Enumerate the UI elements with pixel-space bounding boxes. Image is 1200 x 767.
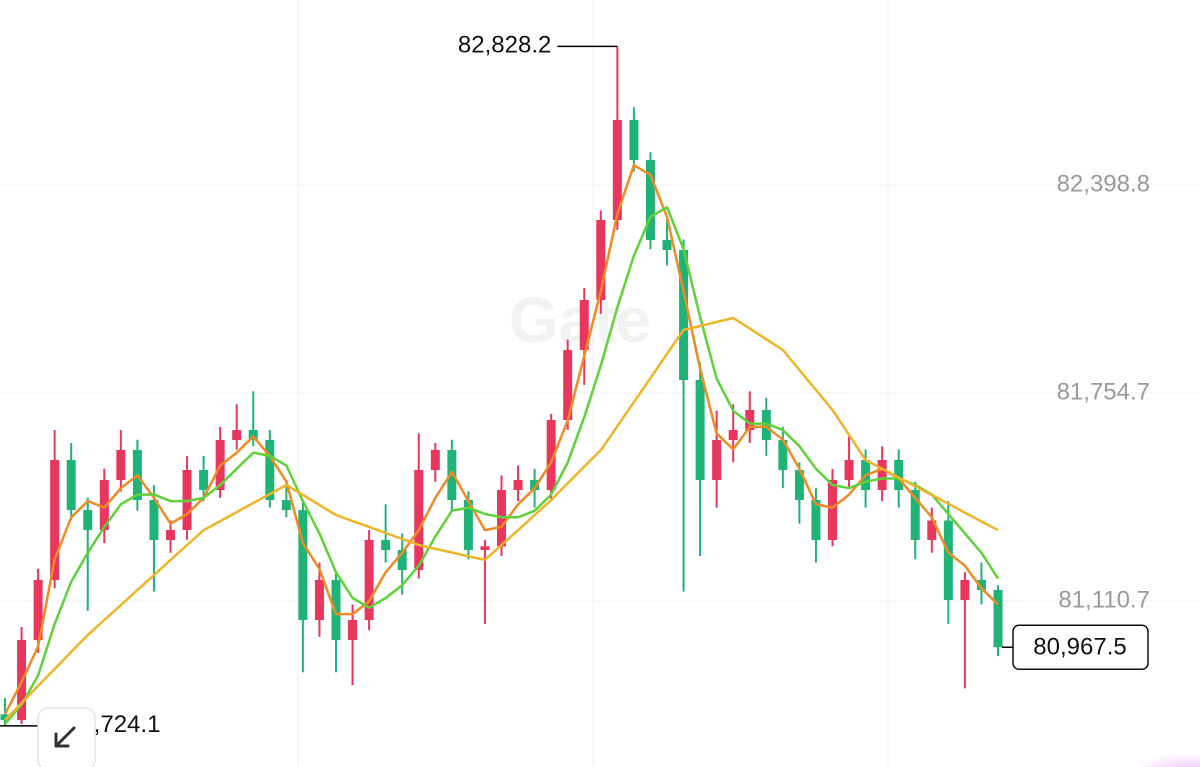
- candle-body: [348, 620, 358, 641]
- candle-body: [778, 440, 788, 471]
- candle-body: [447, 450, 457, 501]
- candle-body: [563, 349, 573, 421]
- candle-body: [199, 470, 209, 490]
- candle-body: [679, 250, 689, 380]
- candle-body: [314, 580, 324, 621]
- candle-body: [116, 450, 126, 481]
- candle-body: [546, 420, 556, 490]
- candle-body: [513, 480, 523, 490]
- moving-average-line: [4, 316, 999, 721]
- candle-body: [83, 510, 93, 531]
- moving-average-line: [4, 205, 1000, 725]
- candle-body: [927, 520, 937, 541]
- candle-body: [662, 239, 672, 251]
- candle-body: [149, 500, 159, 541]
- last-price-box: [1012, 624, 1149, 670]
- candle-body: [745, 409, 755, 431]
- candle-body: [33, 580, 43, 641]
- candle-body: [364, 540, 374, 621]
- candle-body: [480, 546, 490, 551]
- candle-body: [166, 530, 175, 541]
- candle-body: [381, 540, 391, 551]
- candle-body: [579, 299, 589, 350]
- candle-body: [331, 580, 341, 641]
- candle-body: [463, 500, 473, 551]
- candle-body: [761, 409, 771, 441]
- candle-body: [530, 480, 540, 490]
- plot-layer: 81,110.781,754.782,398.882,828.280,724.1…: [0, 32, 1200, 738]
- candle-body: [712, 440, 722, 481]
- candle-body: [794, 470, 804, 501]
- candle-body: [0, 714, 10, 721]
- resize-button[interactable]: [37, 707, 96, 767]
- candle-body: [910, 489, 920, 541]
- candle-body: [298, 510, 308, 621]
- candle-body: [976, 580, 986, 591]
- candle-body: [265, 440, 275, 501]
- candle-body: [877, 459, 887, 490]
- last-price-label: 80,967.5: [1033, 634, 1126, 661]
- candle-body: [596, 220, 606, 300]
- button-icon: [54, 726, 76, 748]
- high-label: 82,828.2: [458, 32, 551, 59]
- candle-body: [828, 480, 837, 541]
- candle-body: [993, 590, 1003, 648]
- corner-glow: [1134, 753, 1200, 767]
- candle-body: [629, 120, 639, 160]
- candle-body: [414, 470, 424, 570]
- candle-body: [248, 430, 258, 441]
- y-tick-label: 82,398.8: [1057, 170, 1150, 197]
- candle-body: [281, 500, 291, 511]
- moving-average-line: [3, 163, 999, 715]
- candle-body: [99, 480, 109, 531]
- y-tick-label: 81,110.7: [1058, 586, 1150, 613]
- candle-body: [645, 159, 655, 240]
- candle-body: [844, 459, 854, 481]
- candle-body: [811, 500, 821, 541]
- y-tick-label: 81,754.7: [1057, 378, 1150, 405]
- candle-body: [50, 459, 60, 581]
- candle-body: [232, 430, 242, 441]
- candle-body: [612, 120, 622, 221]
- candle-body: [66, 459, 76, 511]
- candle-body: [960, 580, 970, 600]
- candle-body: [894, 459, 904, 490]
- candle-body: [728, 430, 738, 441]
- candle-body: [695, 379, 705, 481]
- candle-body: [943, 520, 953, 600]
- candle-body: [430, 450, 440, 471]
- candle-body: [397, 550, 407, 570]
